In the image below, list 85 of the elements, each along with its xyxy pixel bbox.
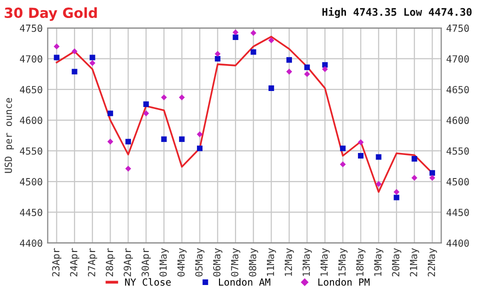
y-axis-title: USD per ounce [4,98,14,173]
point [376,154,382,160]
y-tick-label: 4450 [20,208,42,216]
point [340,161,346,168]
point [161,136,167,142]
y2-tick-label: 4700 [446,55,469,63]
point [107,138,114,145]
y-tick-label: 4600 [20,116,42,124]
point [125,166,132,172]
legend-label: London PM [318,278,370,286]
point [304,71,310,78]
x-tick-label: 13May [302,248,312,276]
point [322,62,328,68]
point [214,56,220,62]
point [358,152,364,159]
y-tick-label: 4550 [20,147,42,155]
x-tick-label: 15May [338,248,348,276]
y2-tick-label: 4600 [446,116,469,124]
x-tick-label: 22May [428,248,438,276]
point [179,136,185,142]
y-tick-label: 4750 [20,24,42,32]
point [72,48,78,54]
point [394,194,400,200]
point [54,44,60,50]
x-tick-label: 19May [374,248,384,276]
y2-tick-label: 4450 [446,208,469,216]
x-tick-label: 12May [284,248,294,276]
chart-title: 30 Day Gold [4,7,97,21]
x-tick-label: 28Apr [106,248,116,276]
y2-tick-label: 4550 [446,147,469,155]
point [376,181,382,187]
y2-tick-label: 4650 [446,86,469,94]
y-tick-label: 4500 [20,178,42,186]
point [268,37,274,44]
x-tick-label: 06May [213,248,222,276]
point [250,49,256,55]
point [90,54,96,60]
point [232,29,238,36]
x-tick-label: 21May [410,248,420,276]
point [304,64,310,70]
point [430,170,436,176]
x-tick-label: 01May [159,248,169,276]
x-tick-label: 30Apr [142,248,151,276]
x-tick-label: 08May [248,248,258,276]
y-tick-label: 4650 [20,86,42,94]
legend-label: NY Close [125,278,171,286]
point [143,101,149,107]
y-tick-label: 4400 [20,239,42,247]
point [89,60,96,66]
x-tick-label: 29Apr [124,248,133,276]
x-tick-label: 05May [195,248,204,276]
chart-subtitle: High 4743.35 Low 4474.30 [322,7,472,18]
y2-tick-label: 4500 [446,178,469,186]
point [125,138,131,144]
x-tick-label: 14May [320,248,330,276]
point [161,94,167,100]
point [429,174,436,181]
x-tick-label: 04May [177,248,187,276]
point [250,30,256,36]
point [54,54,60,60]
point [268,85,274,91]
y2-tick-label: 4400 [446,239,469,247]
point [196,146,203,152]
point [178,94,185,100]
legend-label: London AM [219,278,270,286]
point [108,110,114,116]
point [411,174,418,181]
y-tick-label: 4700 [20,55,42,63]
x-tick-label: 18May [356,248,366,276]
x-tick-label: 24Apr [70,248,80,276]
x-tick-label: 07May [231,248,240,276]
x-tick-label: 23Apr [52,248,62,276]
point [232,34,238,40]
point [340,146,346,152]
x-tick-label: 27Apr [88,248,98,276]
point [143,110,150,116]
x-tick-label: 20May [392,248,402,276]
point [72,68,78,74]
point [286,57,292,63]
point [286,68,292,75]
point [322,66,328,72]
x-tick-label: 11May [266,248,276,276]
y2-tick-label: 4750 [446,24,469,32]
point [412,156,418,162]
point [214,50,221,57]
